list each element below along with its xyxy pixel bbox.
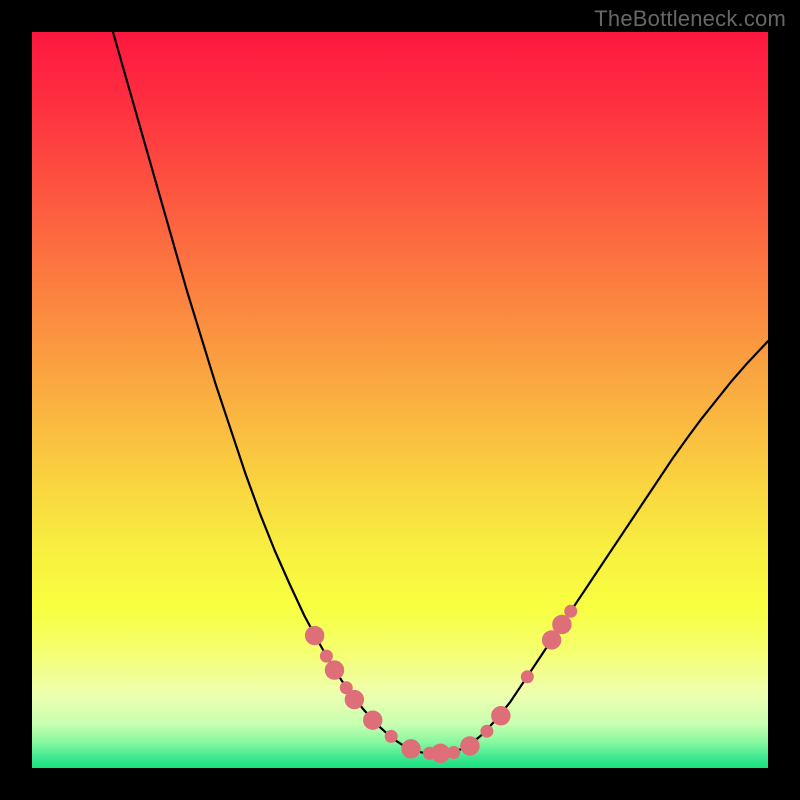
curve-marker — [345, 690, 363, 708]
curve-marker — [431, 744, 449, 762]
curve-marker — [542, 631, 560, 649]
curve-marker — [492, 707, 510, 725]
curve-marker — [461, 737, 479, 755]
curve-marker — [320, 650, 332, 662]
curve-marker — [521, 671, 533, 683]
curve-marker — [565, 605, 577, 617]
chart-stage: TheBottleneck.com — [0, 0, 800, 800]
curve-marker — [448, 747, 460, 759]
plot-background — [32, 32, 768, 768]
curve-marker — [325, 661, 343, 679]
bottleneck-curve-chart — [0, 0, 800, 800]
curve-marker — [553, 615, 571, 633]
curve-marker — [305, 626, 323, 644]
curve-marker — [364, 711, 382, 729]
curve-marker — [385, 730, 397, 742]
curve-marker — [402, 740, 420, 758]
curve-marker — [481, 725, 493, 737]
watermark-text: TheBottleneck.com — [594, 6, 786, 32]
